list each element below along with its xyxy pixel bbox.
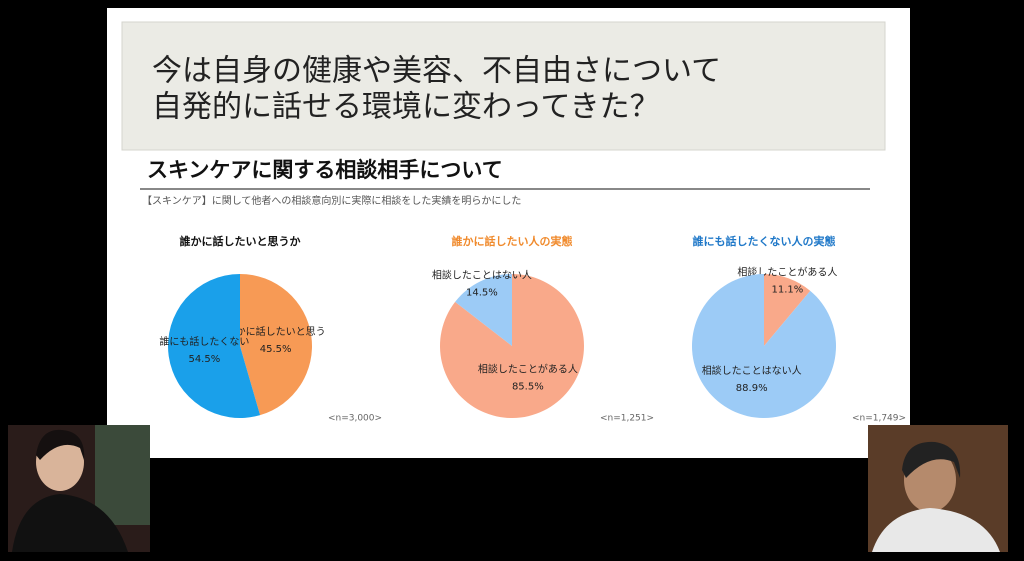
heading: スキンケアに関する相談相手について [147,158,503,182]
slide-title: 今は自身の健康や美容、不自由さについて [152,54,721,89]
value-label: 14.5% [466,288,498,299]
value-label: 88.9% [736,383,768,394]
webcam-left [8,425,150,552]
chart-title: 誰かに話したいと思うか [180,234,301,248]
sample-note: <n=1,749> [852,414,906,424]
value-label: 85.5% [512,381,544,392]
value-label: 11.1% [771,285,803,296]
chart-title: 誰かに話したい人の実態 [452,234,573,248]
slice-label: 誰にも話したくない [159,335,249,348]
slice-label: 相談したことがある人 [478,362,578,375]
value-label: 54.5% [188,354,220,365]
sample-note: <n=1,251> [600,414,654,424]
description: 【スキンケア】に関して他者への相談意向別に実際に相談をした実績を明らかにした [142,194,521,207]
slice-label: 相談したことはない人 [432,269,532,282]
slide-title: 自発的に話せる環境に変わってきた？ [152,90,660,125]
slice-label: 相談したことはない人 [702,364,802,377]
webcam-right [868,425,1008,552]
pie-slice [764,274,811,346]
pie-slice [240,274,312,416]
pie-slice [455,274,512,346]
slice-label: 誰かに話したいと思う [226,325,326,338]
title-band [121,21,886,151]
pie-slice [691,274,837,418]
value-label: 45.5% [260,344,292,355]
chart-title: 誰にも話したくない人の実態 [693,234,836,248]
sample-note: <n=3,000> [328,414,382,424]
pie-slice [167,274,261,419]
